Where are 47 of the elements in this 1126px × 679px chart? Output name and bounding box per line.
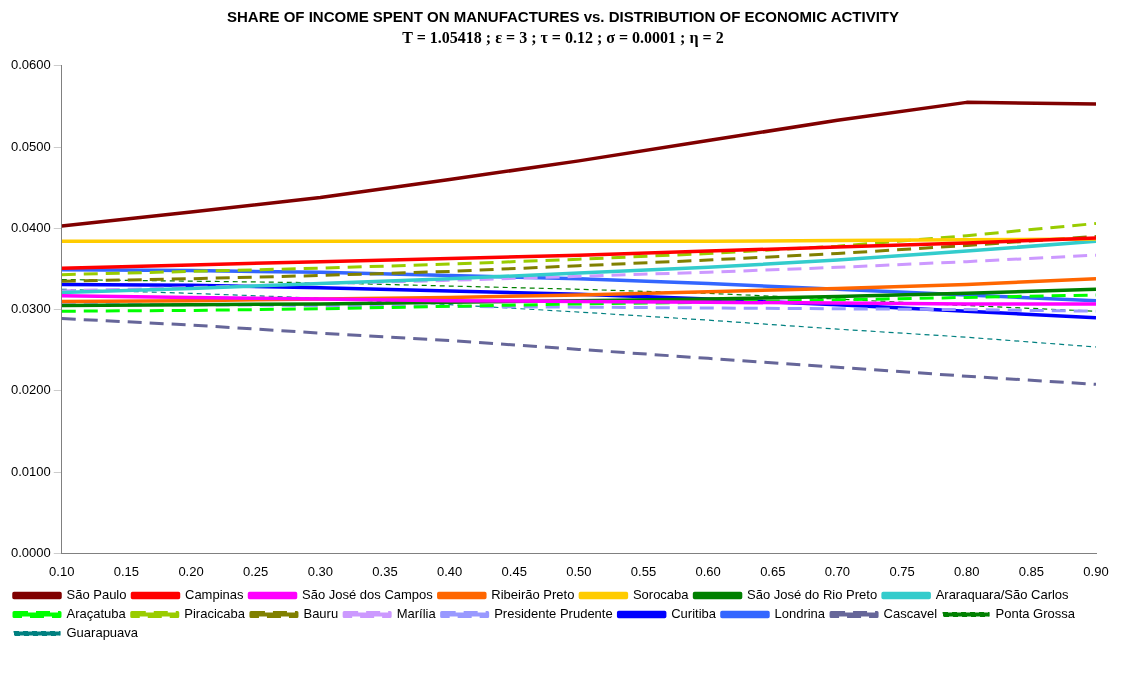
y-tick-label: 0.0000 [11,544,51,560]
x-tick-label: 0.35 [372,563,398,579]
y-tick-label: 0.0100 [11,463,51,479]
legend-label: Curitiba [671,606,717,622]
x-tick-label: 0.45 [501,563,527,579]
y-tick-label: 0.0300 [11,301,51,317]
line-series [61,253,1096,293]
x-tick-label: 0.90 [1083,563,1109,579]
x-tick-label: 0.80 [954,563,980,579]
legend-label: Araraquara/São Carlos [935,587,1070,603]
chart-title: SHARE OF INCOME SPENT ON MANUFACTURES vs. DISTRIBUTION OF ECONOMIC ACTIVITY [226,8,900,25]
y-tick-label: 0.0600 [11,57,51,73]
line-series [61,234,1096,283]
x-tick-label: 0.15 [113,563,140,579]
legend-label: Araçatuba [66,606,127,622]
legend-label: Marília [396,606,437,622]
legend-label: São José dos Campos [302,587,434,603]
legend-label: Bauru [303,606,339,622]
x-tick-label: 0.30 [307,563,333,579]
legend-label: Presidente Prudente [494,606,613,622]
x-tick-label: 0.25 [243,563,269,579]
x-tick-label: 0.70 [824,563,851,579]
x-tick-label: 0.60 [695,563,721,579]
x-tick-label: 0.20 [178,563,204,579]
x-tick-label: 0.55 [630,563,657,579]
y-tick-label: 0.0500 [11,138,51,154]
legend-label: Campinas [184,587,245,603]
x-tick-label: 0.40 [436,563,463,579]
x-tick-label: 0.75 [889,563,915,579]
legend-label: São Paulo [66,587,127,603]
x-tick-label: 0.65 [760,563,786,579]
legend-label: São José do Rio Preto [747,587,878,603]
legend-label: Cascavel [883,606,938,622]
legend-label: Ribeirão Preto [491,587,575,603]
legend-label: Piracicaba [184,606,246,622]
legend-label: Sorocaba [632,587,690,603]
line-series [61,317,1096,386]
x-tick-label: 0.10 [49,563,75,579]
x-tick-label: 0.50 [566,563,592,579]
legend-label: Ponta Grossa [995,606,1076,622]
legend-label: Guarapuava [66,625,139,641]
line-series [61,221,1096,277]
legend-label: Londrina [774,606,826,622]
x-tick-label: 0.85 [1018,563,1045,579]
y-tick-label: 0.0200 [11,382,51,398]
chart-subtitle: T = 1.05418 ; ε = 3 ; τ = 0.12 ; σ = 0.0001 ; η = 2 [401,29,725,47]
y-tick-label: 0.0400 [11,219,51,235]
